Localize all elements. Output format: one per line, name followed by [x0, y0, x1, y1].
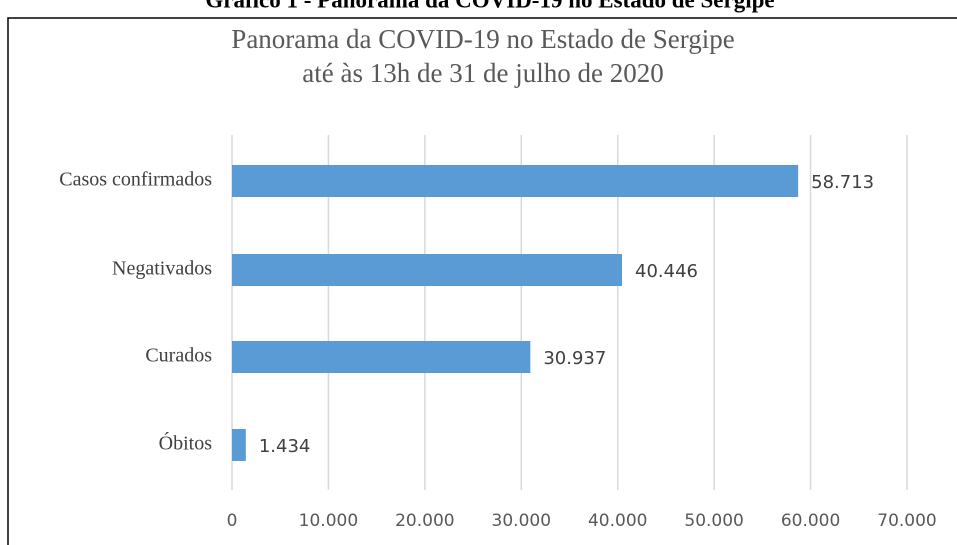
x-tick-label: 0 [227, 511, 238, 531]
bar [232, 165, 799, 197]
value-label: 58.713 [811, 172, 874, 193]
chart-title: Panorama da COVID-19 no Estado de Sergip… [231, 24, 734, 54]
bar [232, 341, 531, 373]
caption-background [0, 0, 957, 17]
value-label: 30.937 [543, 348, 606, 369]
value-label: 40.446 [635, 261, 698, 282]
chart-subtitle: até às 13h de 31 de julho de 2020 [302, 58, 663, 88]
x-tick-label: 20.000 [395, 511, 454, 531]
x-tick-label: 50.000 [684, 511, 743, 531]
x-tick-label: 70.000 [877, 511, 936, 531]
category-label: Negativados [112, 258, 212, 280]
x-tick-label: 10.000 [299, 511, 358, 531]
caption: Gráfico 1 - Panorama da COVID-19 no Esta… [205, 0, 774, 12]
x-tick-label: 40.000 [588, 511, 647, 531]
bar [232, 429, 246, 461]
category-label: Óbitos [159, 431, 213, 455]
bar [232, 254, 623, 286]
category-label: Casos confirmados [59, 169, 212, 191]
value-label: 1.434 [259, 436, 311, 457]
x-tick-label: 60.000 [781, 511, 840, 531]
category-label: Curados [145, 345, 212, 367]
x-tick-label: 30.000 [492, 511, 551, 531]
